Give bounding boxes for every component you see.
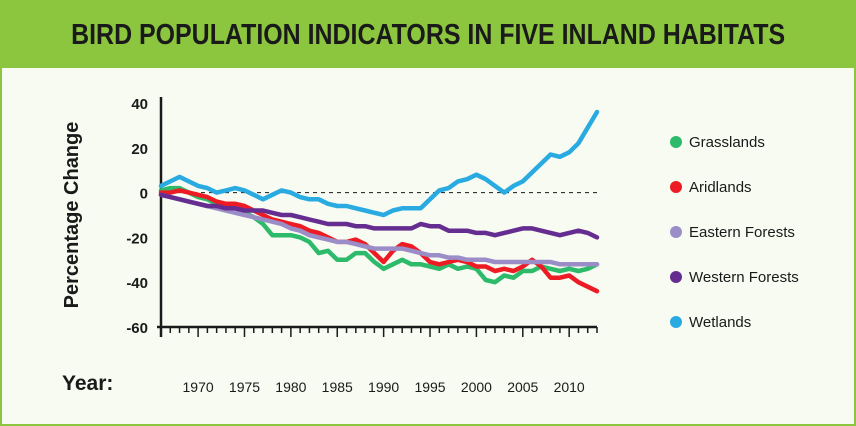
legend-swatch-wetlands bbox=[670, 316, 682, 328]
y-tick-label: -20 bbox=[126, 230, 148, 247]
title-bar: BIRD POPULATION INDICATORS IN FIVE INLAN… bbox=[2, 2, 854, 68]
legend-swatch-eastern-forests bbox=[670, 226, 682, 238]
x-axis-label: Year: bbox=[62, 372, 114, 395]
y-tick-label: 20 bbox=[131, 141, 148, 158]
legend-swatch-western-forests bbox=[670, 271, 682, 283]
y-tick-label: -60 bbox=[126, 320, 148, 337]
y-tick-label: -40 bbox=[126, 275, 148, 292]
x-tick-label: 2010 bbox=[554, 379, 585, 395]
series-line-aridlands bbox=[158, 188, 600, 294]
x-tick-label: 1980 bbox=[275, 379, 306, 395]
legend-label-grasslands: Grasslands bbox=[689, 134, 765, 151]
legend-label-eastern-forests: Eastern Forests bbox=[689, 224, 795, 241]
x-tick-label: 2005 bbox=[507, 379, 538, 395]
legend: Grasslands Aridlands Eastern Forests Wester… bbox=[670, 134, 799, 331]
legend-label-western-forests: Western Forests bbox=[689, 269, 799, 286]
series-line-wetlands bbox=[158, 109, 600, 218]
x-tick-label: 1995 bbox=[414, 379, 445, 395]
x-tick-label: 2000 bbox=[461, 379, 492, 395]
x-tick-label: 1990 bbox=[368, 379, 399, 395]
legend-label-aridlands: Aridlands bbox=[689, 179, 752, 196]
legend-label-wetlands: Wetlands bbox=[689, 314, 751, 331]
series-line-western-forests bbox=[158, 192, 600, 240]
y-tick-label: 0 bbox=[140, 186, 148, 203]
x-tick-label: 1975 bbox=[229, 379, 260, 395]
legend-swatch-grasslands bbox=[670, 136, 682, 148]
x-tick-label: 1985 bbox=[322, 379, 353, 395]
series-lines bbox=[158, 109, 600, 294]
x-tick-label: 1970 bbox=[183, 379, 214, 395]
legend-swatch-aridlands bbox=[670, 181, 682, 193]
chart-title: BIRD POPULATION INDICATORS IN FIVE INLAN… bbox=[70, 18, 786, 51]
y-tick-label: 40 bbox=[131, 96, 148, 113]
y-axis-label: Percentage Change bbox=[61, 122, 83, 309]
series-line-eastern-forests bbox=[158, 192, 600, 267]
axes: 40 20 0 -20 -40 -60 1970 1975 1980 1985 1990 1995 20… bbox=[126, 96, 598, 395]
